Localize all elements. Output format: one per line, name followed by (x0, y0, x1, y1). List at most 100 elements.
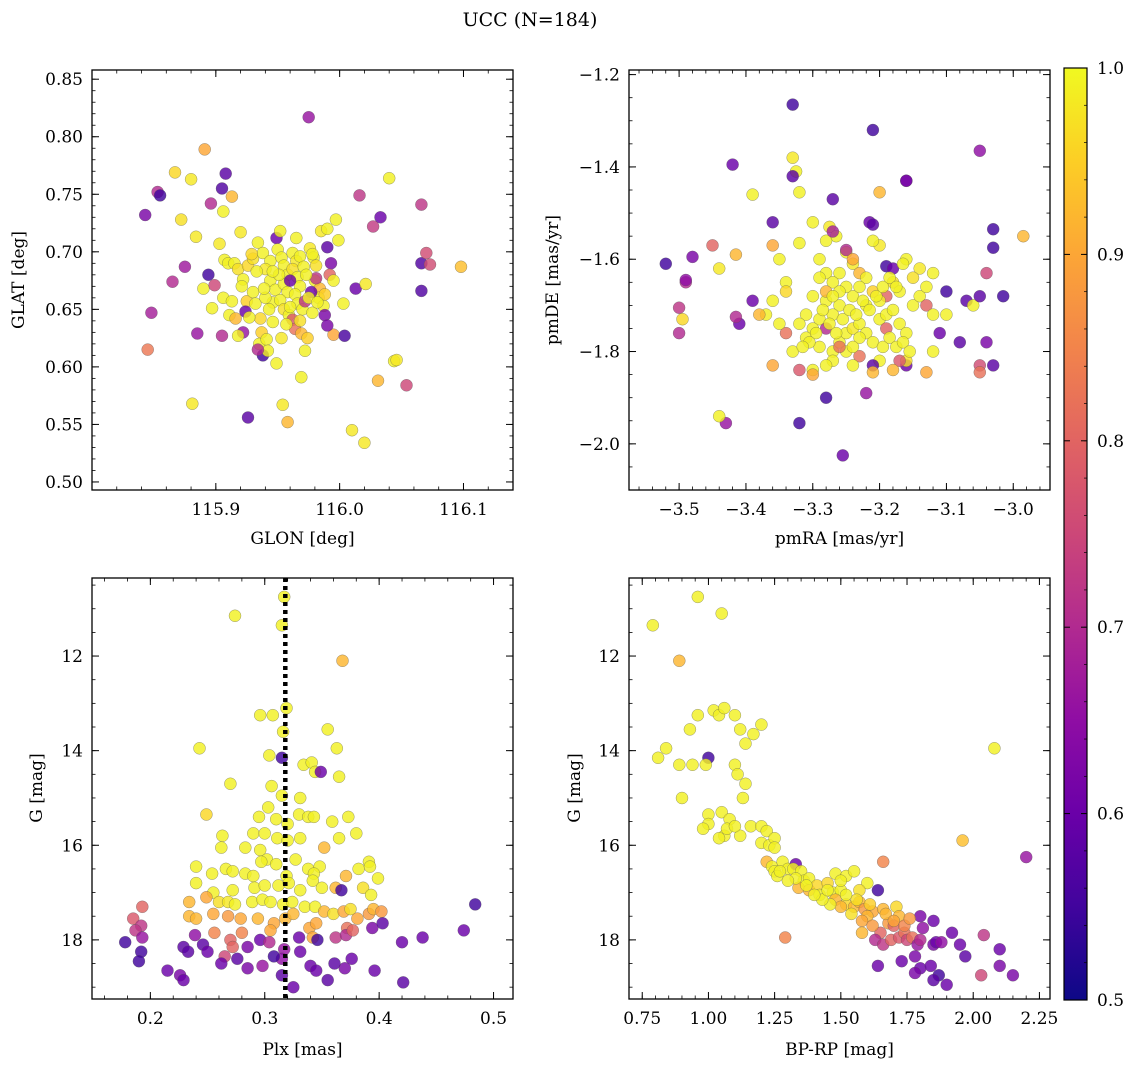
plx-g-point (132, 954, 146, 968)
bprp-g-point (974, 969, 988, 982)
y-tick-label: −2.0 (579, 435, 620, 455)
glon-glat-point (208, 278, 221, 292)
plx-g-point (356, 881, 370, 895)
plx-g-point (309, 917, 323, 930)
bprp-g-point (673, 654, 686, 668)
glon-glat-frame (91, 69, 514, 491)
plx-g-point (371, 872, 385, 885)
pmra-pmde-point (793, 416, 806, 430)
bprp-g-point (696, 822, 710, 835)
pmra-pmde-point (853, 331, 866, 344)
pmra-pmde-point (920, 280, 933, 294)
glon-glat-point (358, 436, 371, 450)
plx-g-point (338, 962, 352, 975)
bprp-g-points (646, 590, 1033, 992)
bprp-g-point (940, 978, 953, 992)
bprp-g-point (739, 737, 752, 750)
bprp-g-point (916, 921, 930, 935)
x-tick-label: 0.5 (480, 1009, 507, 1029)
pmra-pmde-point (973, 289, 987, 303)
glon-glat-point (295, 370, 308, 384)
glon-glat-point (420, 246, 433, 260)
bprp-g-point (887, 914, 901, 928)
plx-g-point (339, 869, 353, 883)
pmra-pmde-point (846, 340, 860, 354)
plx-g-point (258, 827, 271, 840)
plx-g-point (289, 853, 302, 866)
plx-g-point (226, 883, 239, 897)
bprp-g-point (861, 876, 874, 890)
pmra-pmde-point (766, 294, 779, 308)
bprp-g-point (871, 883, 885, 897)
glon-glat-point (390, 353, 403, 367)
plx-g-point (315, 881, 329, 895)
bprp-g-point (855, 926, 869, 940)
glon-glat-point (243, 311, 256, 324)
bprp-g-point (903, 912, 916, 925)
plx-g-point (330, 742, 344, 755)
bprp-g-point (747, 727, 760, 741)
glon-glat-point (327, 274, 340, 287)
x-tick-label: 0.75 (623, 1009, 661, 1029)
pmra-pmde-point (903, 345, 916, 358)
glon-glat-point (153, 189, 167, 202)
glon-glat-point (260, 333, 273, 346)
plx-g-point (368, 964, 381, 977)
bprp-g-point (1006, 969, 1020, 982)
plx-g-point (309, 964, 323, 977)
panel-pmra-pmde: −3.5 −3.4 −3.3 −3.2 −3.1 −3.0 −2.0 −1.8 −1.6 −1.4… (543, 66, 1051, 549)
y-tick-label: 14 (61, 742, 83, 762)
figure-title: UCC (N=184) (463, 9, 598, 31)
pmra-pmde-point (973, 144, 987, 158)
plx-g-point (200, 891, 213, 904)
glon-glat-point (454, 260, 468, 274)
plx-g-point (352, 862, 365, 876)
plx-g-point (287, 907, 300, 921)
bprp-g-point (924, 959, 938, 973)
plx-g-point (328, 957, 341, 970)
pmra-pmde-point (826, 289, 840, 303)
bprp-g-point (715, 805, 728, 819)
pmra-pmde-point (836, 312, 850, 326)
glon-glat-point (246, 285, 260, 299)
pmra-pmde-point (849, 308, 863, 321)
glon-glat-point (235, 280, 249, 293)
x-tick-label: 0.4 (366, 1009, 393, 1029)
plx-g-point (239, 841, 252, 854)
pmra-pmde-point (926, 266, 940, 280)
glon-glat-point (298, 344, 312, 358)
glon-glat-point (400, 379, 413, 392)
x-tick-label: 1.25 (756, 1009, 794, 1029)
pmra-pmde-point (813, 252, 826, 266)
plx-g-point (344, 902, 357, 916)
pmra-pmde-point (859, 386, 873, 400)
colorbar-gradient (1063, 67, 1088, 1001)
panel-bprp-g: 0.75 1.00 1.25 1.50 1.75 2.00 2.25 12 14 16 18 BP-… (565, 577, 1058, 1060)
pmra-pmde-point (786, 98, 799, 111)
pmra-pmde-point (866, 123, 880, 137)
glon-glat-point (374, 211, 387, 224)
glon-glat-point (197, 282, 210, 295)
plx-g-point (215, 957, 228, 970)
plx-g-point (364, 888, 378, 902)
bprp-g-frame (628, 577, 1051, 1000)
pmra-pmde-point (986, 241, 1000, 254)
glon-glat-point (306, 247, 319, 261)
plx-g-point (181, 945, 195, 958)
pmra-pmde-point (886, 303, 900, 317)
glon-glat-point (215, 182, 229, 195)
colorbar-tick-label: 0.5 (1097, 991, 1124, 1011)
bprp-g-point (651, 751, 665, 765)
pmra-pmde-point (926, 345, 940, 358)
pmra-pmde-point (893, 317, 906, 331)
plx-g-point (258, 879, 271, 892)
y-tick-label: 0.80 (45, 128, 83, 148)
plx-g-point (189, 876, 203, 890)
plx-g-point (375, 905, 388, 918)
bprp-g-point (959, 950, 972, 963)
pmra-pmde-point (672, 301, 686, 314)
bprp-g-point (935, 935, 948, 949)
glon-glat-point (382, 171, 396, 185)
glon-glat-point (266, 315, 280, 329)
panel-glon-glat: 115.9 116.0 116.1 0.50 0.55 0.60 0.65 0.70 0.75 0… (9, 69, 514, 549)
